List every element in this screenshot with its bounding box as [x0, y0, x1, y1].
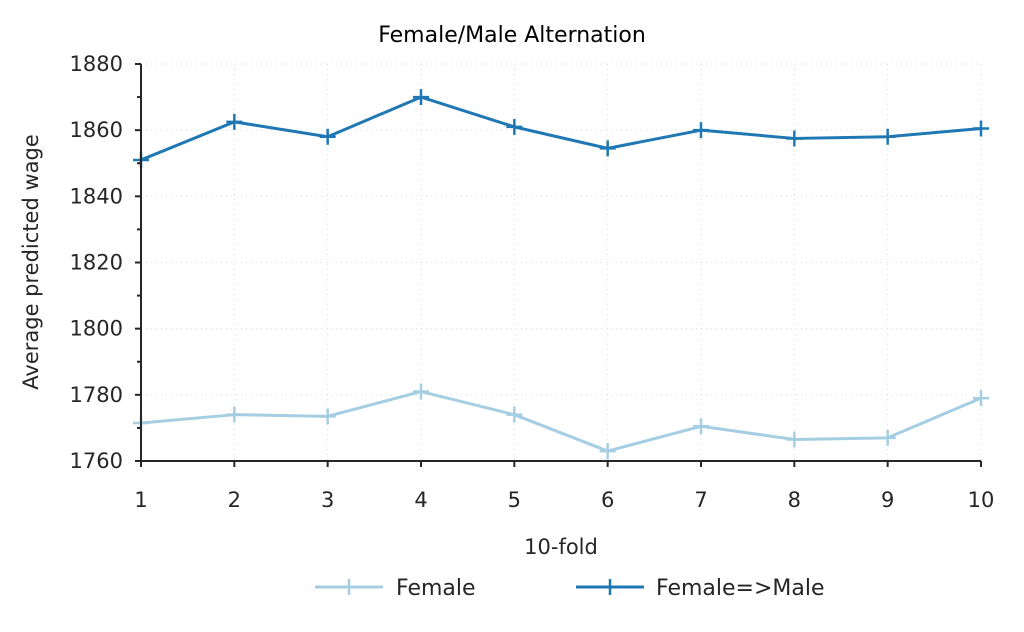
y-tick-label: 1880: [70, 52, 123, 76]
data-point-marker: [973, 390, 989, 407]
y-tick-label: 1800: [70, 317, 123, 341]
data-point-marker: [879, 128, 896, 145]
y-tick-label: 1780: [70, 383, 123, 407]
data-point-marker: [413, 383, 429, 400]
y-tick-label: 1860: [70, 118, 123, 142]
ticks: 1760 1780 1800 1820 1840 1860 1880 1 2 3 4 5 6 7 8 9 10: [70, 52, 995, 512]
x-tick-label: 2: [228, 488, 241, 512]
x-tick-label: 3: [321, 488, 334, 512]
y-tick-label: 1760: [70, 449, 123, 473]
legend-label: Female=>Male: [656, 576, 825, 601]
x-tick-label: 6: [601, 488, 614, 512]
data-point-marker: [226, 113, 243, 130]
data-point-marker: [599, 443, 616, 460]
data-point-marker: [693, 418, 709, 435]
legend: Female Female=>Male: [315, 576, 825, 601]
data-point-marker: [506, 406, 523, 423]
data-point-marker: [413, 89, 429, 106]
x-tick-label: 10: [968, 488, 995, 512]
chart-title: Female/Male Alternation: [378, 23, 646, 48]
data-point-marker: [786, 130, 803, 147]
y-tick-label: 1840: [70, 184, 123, 208]
grid: [141, 63, 982, 461]
legend-marker: [602, 579, 618, 595]
x-tick-label: 7: [694, 488, 707, 512]
x-tick-label: 1: [134, 488, 147, 512]
data-point-marker: [786, 431, 803, 448]
x-tick-label: 9: [881, 488, 894, 512]
data-point-marker: [973, 120, 989, 137]
data-point-marker: [319, 128, 336, 145]
y-tick-label: 1820: [70, 251, 123, 275]
x-tick-label: 4: [414, 488, 427, 512]
series-layer: [133, 89, 989, 460]
legend-label: Female: [396, 576, 476, 601]
y-axis-label: Average predicted wage: [19, 134, 43, 390]
x-axis-label: 10-fold: [524, 535, 598, 559]
x-tick-label: 8: [788, 488, 801, 512]
legend-marker: [341, 579, 357, 595]
data-point-marker: [319, 408, 336, 425]
x-tick-label: 5: [508, 488, 521, 512]
series-line-1: [140, 95, 982, 162]
data-point-marker: [599, 140, 616, 157]
series-line-0: [140, 390, 982, 453]
data-point-marker: [693, 122, 709, 139]
data-point-marker: [879, 429, 896, 446]
data-point-marker: [226, 406, 243, 423]
data-point-marker: [506, 118, 523, 135]
